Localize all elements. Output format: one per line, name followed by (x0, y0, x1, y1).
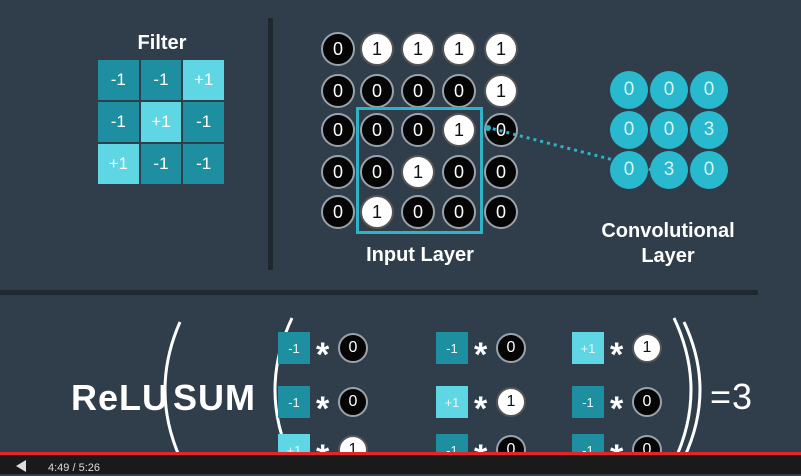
multiply-sign: * (610, 336, 624, 374)
weight-square: -1 (572, 386, 604, 418)
multiply-sign: * (474, 336, 488, 374)
input-cell: 1 (401, 155, 435, 189)
conv-cell: 3 (650, 151, 688, 189)
conv-cell: 0 (610, 151, 648, 189)
conv-cell: 0 (690, 151, 728, 189)
input-cell: 1 (442, 32, 476, 66)
conv-cell: 0 (610, 111, 648, 149)
input-cell: 1 (360, 32, 394, 66)
input-value-circle: 0 (338, 333, 368, 363)
sum-label: SUM (173, 377, 256, 418)
input-value-circle: 0 (496, 333, 526, 363)
relu-label: ReLU (71, 377, 170, 418)
input-value-circle: 1 (496, 387, 526, 417)
input-cell: 1 (360, 195, 394, 229)
filter-grid: -1 -1 +1 -1 +1 -1 +1 -1 -1 (98, 60, 224, 184)
multiply-sign: * (474, 390, 488, 428)
conv-cell: 0 (650, 111, 688, 149)
input-cell: 0 (401, 195, 435, 229)
multiply-sign: * (316, 390, 330, 428)
conv-cell: 0 (650, 71, 688, 109)
conv-cell: 0 (610, 71, 648, 109)
input-value-circle: 0 (338, 387, 368, 417)
player-controls (0, 455, 801, 474)
input-cell: 0 (442, 74, 476, 108)
weight-square: -1 (278, 386, 310, 418)
input-cell: 0 (321, 74, 355, 108)
input-cell: 0 (484, 155, 518, 189)
input-cell: 0 (360, 113, 394, 147)
multiply-sign: * (316, 336, 330, 374)
weight-square: +1 (572, 332, 604, 364)
filter-cell: -1 (98, 102, 139, 142)
filter-cell: -1 (140, 60, 182, 100)
input-cell: 0 (401, 113, 435, 147)
input-cell: 1 (442, 113, 476, 147)
time-display: 4:49 / 5:26 (48, 462, 100, 474)
vertical-divider (268, 18, 273, 270)
filter-title: Filter (137, 32, 187, 54)
filter-cell: +1 (183, 60, 224, 100)
filter-cell: +1 (140, 102, 182, 142)
progress-bar[interactable] (0, 452, 801, 455)
filter-cell: +1 (98, 144, 139, 184)
input-cell: 1 (484, 74, 518, 108)
horizontal-divider (0, 290, 758, 295)
input-cell: 0 (321, 195, 355, 229)
input-value-circle: 1 (632, 333, 662, 363)
conv-cell: 3 (690, 111, 728, 149)
filter-cell: -1 (183, 102, 224, 142)
input-cell: 0 (360, 155, 394, 189)
input-cell: 0 (321, 155, 355, 189)
multiply-sign: * (610, 390, 624, 428)
filter-cell: -1 (140, 144, 182, 184)
input-cell: 0 (442, 195, 476, 229)
receptive-field-highlight (356, 107, 483, 234)
input-cell: 1 (401, 32, 435, 66)
filter-cell: -1 (183, 144, 224, 184)
filter-cell: -1 (98, 60, 139, 100)
conv-layer-title-2: Layer (641, 245, 695, 267)
input-cell: 0 (484, 195, 518, 229)
input-cell: 1 (484, 32, 518, 66)
input-cell: 0 (321, 32, 355, 66)
volume-icon[interactable] (16, 460, 26, 472)
weight-square: -1 (278, 332, 310, 364)
conv-layer-title-1: Convolutional (601, 220, 735, 242)
input-cell: 0 (442, 155, 476, 189)
conv-cell: 0 (690, 71, 728, 109)
input-cell: 0 (321, 113, 355, 147)
weight-square: +1 (436, 386, 468, 418)
result-label: =3 (710, 376, 754, 417)
input-value-circle: 0 (632, 387, 662, 417)
input-layer-title: Input Layer (366, 244, 474, 266)
weight-square: -1 (436, 332, 468, 364)
